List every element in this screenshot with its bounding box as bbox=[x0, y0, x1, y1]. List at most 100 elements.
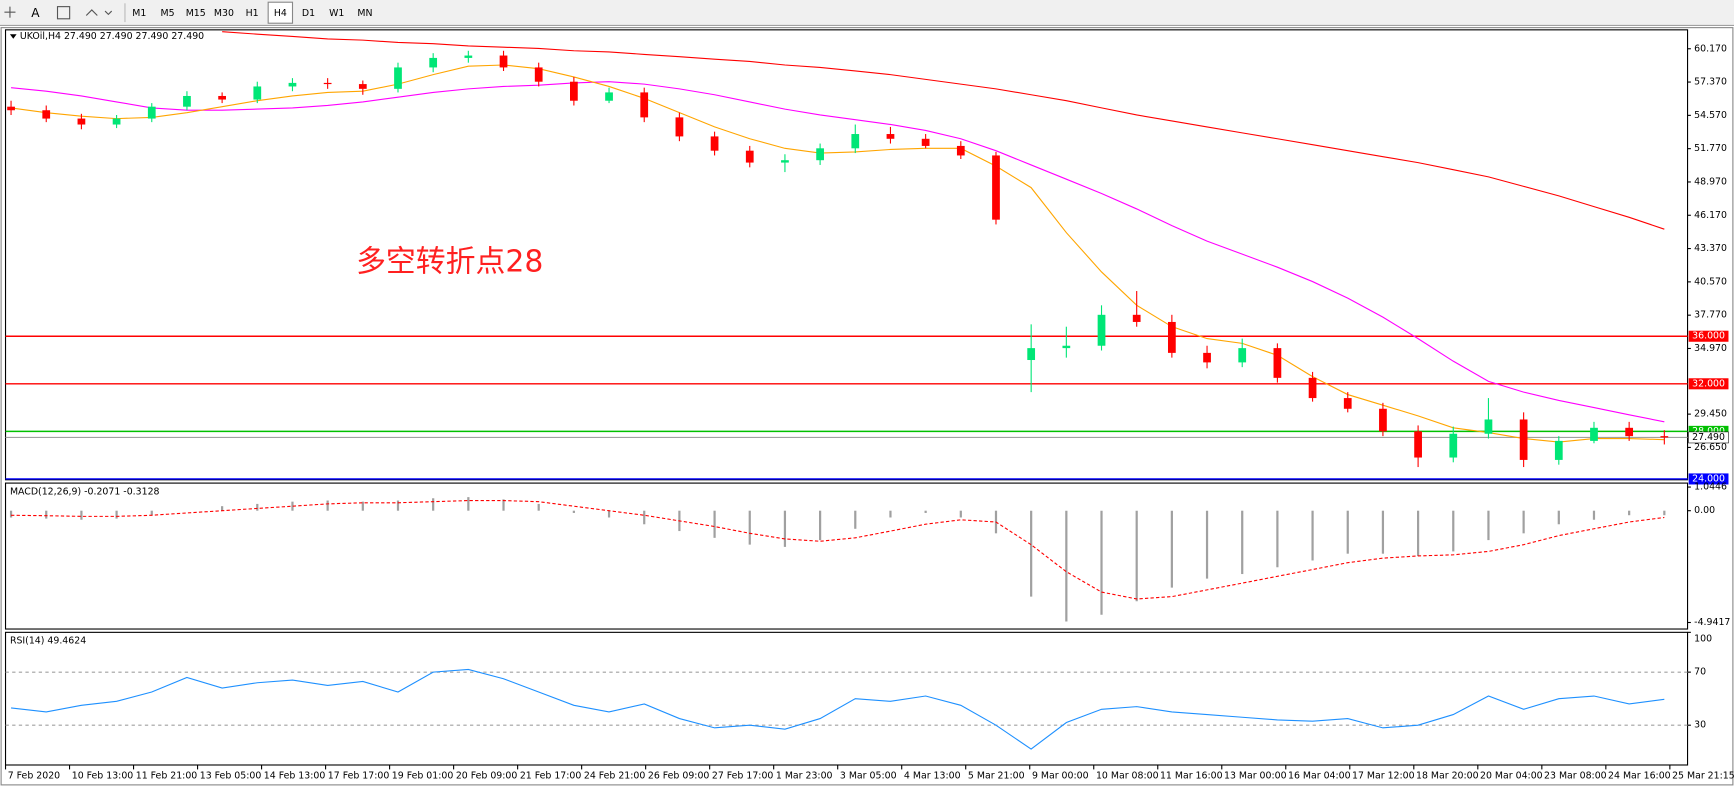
x-tick-label: 24 Feb 21:00 bbox=[584, 771, 646, 782]
crosshair-tool[interactable] bbox=[4, 6, 16, 18]
candle-body bbox=[42, 110, 51, 119]
y-tick-label: 30 bbox=[1694, 720, 1706, 731]
level-label: 36.000 bbox=[1692, 331, 1725, 342]
candle-body bbox=[429, 57, 438, 68]
x-tick-label: 17 Mar 12:00 bbox=[1352, 771, 1415, 782]
candle-body bbox=[570, 81, 578, 101]
candle-body bbox=[77, 118, 86, 125]
y-tick-label: 37.770 bbox=[1694, 310, 1727, 321]
timeframe-button[interactable]: M5 bbox=[161, 8, 175, 19]
candle-body bbox=[640, 92, 649, 118]
x-tick-label: 7 Feb 2020 bbox=[8, 771, 60, 782]
x-tick-label: 11 Mar 16:00 bbox=[1160, 771, 1223, 782]
price-panel bbox=[4, 29, 1689, 481]
candle-body bbox=[605, 92, 613, 101]
candle-body bbox=[534, 67, 543, 82]
timeframe-button[interactable]: D1 bbox=[302, 8, 315, 19]
x-tick-label: 19 Feb 01:00 bbox=[392, 771, 454, 782]
y-tick-label: 40.570 bbox=[1694, 276, 1727, 287]
timeframe-button[interactable]: W1 bbox=[329, 8, 344, 19]
y-tick-label: 70 bbox=[1694, 667, 1706, 678]
x-tick-label: 11 Feb 21:00 bbox=[136, 771, 198, 782]
candle-body bbox=[1308, 377, 1317, 399]
text-tool[interactable]: A bbox=[31, 6, 40, 20]
candle-body bbox=[1379, 408, 1387, 432]
y-tick-label: 100 bbox=[1694, 633, 1712, 644]
y-tick-label: 26.650 bbox=[1694, 442, 1727, 453]
x-tick-label: 4 Mar 13:00 bbox=[904, 771, 961, 782]
timeframe-button[interactable]: H4 bbox=[274, 8, 287, 19]
active-timeframe-frame bbox=[267, 1, 294, 24]
candle-body bbox=[358, 84, 367, 89]
level-label-box bbox=[1688, 378, 1729, 390]
x-tick-label: 13 Feb 05:00 bbox=[200, 771, 262, 782]
level-label-box bbox=[1688, 425, 1729, 437]
candle-body bbox=[921, 138, 930, 146]
candle-body bbox=[710, 136, 719, 151]
x-tick-label: 1 Mar 23:00 bbox=[776, 771, 833, 782]
current-price-label: 27.490 bbox=[1692, 432, 1725, 443]
timeframe-button[interactable]: H1 bbox=[246, 8, 259, 19]
timeframe-button[interactable]: M15 bbox=[186, 8, 206, 19]
candle-body bbox=[851, 134, 860, 149]
x-tick-label: 13 Mar 00:00 bbox=[1224, 771, 1287, 782]
x-tick-label: 16 Mar 04:00 bbox=[1288, 771, 1351, 782]
panel-menu-arrow[interactable] bbox=[9, 34, 17, 39]
candle-body bbox=[1167, 321, 1176, 353]
timeframe-button[interactable]: M30 bbox=[214, 8, 234, 19]
toolbar bbox=[0, 0, 1734, 26]
annotation: 多空转折点28 bbox=[356, 245, 543, 280]
y-tick-label: 43.370 bbox=[1694, 243, 1727, 254]
shapes-tool[interactable] bbox=[85, 9, 113, 16]
timeframe-button[interactable]: MN bbox=[357, 8, 372, 19]
y-tick-label: 1.0446 bbox=[1694, 482, 1727, 493]
candle-body bbox=[1484, 419, 1493, 434]
timeframe-button[interactable]: M1 bbox=[132, 8, 146, 19]
x-tick-label: 10 Feb 13:00 bbox=[72, 771, 134, 782]
candle-body bbox=[1590, 427, 1598, 441]
level-label: 24.000 bbox=[1692, 473, 1725, 484]
moving-average bbox=[10, 64, 1665, 443]
candle-body bbox=[1449, 433, 1458, 458]
x-tick-label: 26 Feb 09:00 bbox=[648, 771, 710, 782]
level-label: 28.000 bbox=[1692, 426, 1725, 437]
y-tick-label: 0.00 bbox=[1694, 505, 1715, 516]
x-tick-label: 23 Mar 08:00 bbox=[1544, 771, 1607, 782]
y-tick-label: 48.970 bbox=[1694, 176, 1727, 187]
rsi-panel bbox=[4, 631, 1689, 766]
rsi-title: RSI(14) 49.4624 bbox=[10, 636, 86, 647]
candle-body bbox=[992, 155, 1000, 220]
label-tool[interactable] bbox=[56, 6, 71, 20]
x-tick-label: 3 Mar 05:00 bbox=[840, 771, 897, 782]
x-tick-label: 24 Mar 16:00 bbox=[1608, 771, 1671, 782]
moving-average bbox=[11, 81, 1665, 423]
level-label: 32.000 bbox=[1692, 378, 1725, 389]
candle-body bbox=[253, 86, 262, 100]
candle-body bbox=[1132, 314, 1141, 322]
candle-body bbox=[1554, 440, 1563, 460]
candle-body bbox=[886, 134, 895, 139]
level-label-box bbox=[1688, 330, 1729, 342]
candle-body bbox=[499, 55, 508, 68]
candle-body bbox=[781, 160, 789, 163]
level-label-box bbox=[1688, 473, 1729, 485]
candle-body bbox=[394, 67, 402, 89]
y-tick-label: 60.170 bbox=[1694, 43, 1727, 54]
candle-body bbox=[464, 55, 473, 58]
rsi-line bbox=[10, 668, 1665, 750]
candle-body bbox=[1660, 436, 1669, 438]
candle-body bbox=[1343, 398, 1352, 409]
candle-body bbox=[218, 95, 226, 100]
candle-body bbox=[323, 82, 332, 85]
candle-body bbox=[1238, 348, 1247, 363]
y-tick-label: 54.570 bbox=[1694, 110, 1727, 121]
chart-window-frame bbox=[0, 27, 1734, 786]
y-tick-label: 29.450 bbox=[1694, 409, 1727, 420]
x-tick-label: 9 Mar 00:00 bbox=[1032, 771, 1089, 782]
x-tick-label: 27 Feb 17:00 bbox=[712, 771, 774, 782]
candle-body bbox=[1097, 314, 1106, 346]
candle-body bbox=[112, 118, 121, 125]
x-tick-label: 25 Mar 21:15 bbox=[1672, 771, 1734, 782]
candle-body bbox=[1625, 427, 1634, 437]
